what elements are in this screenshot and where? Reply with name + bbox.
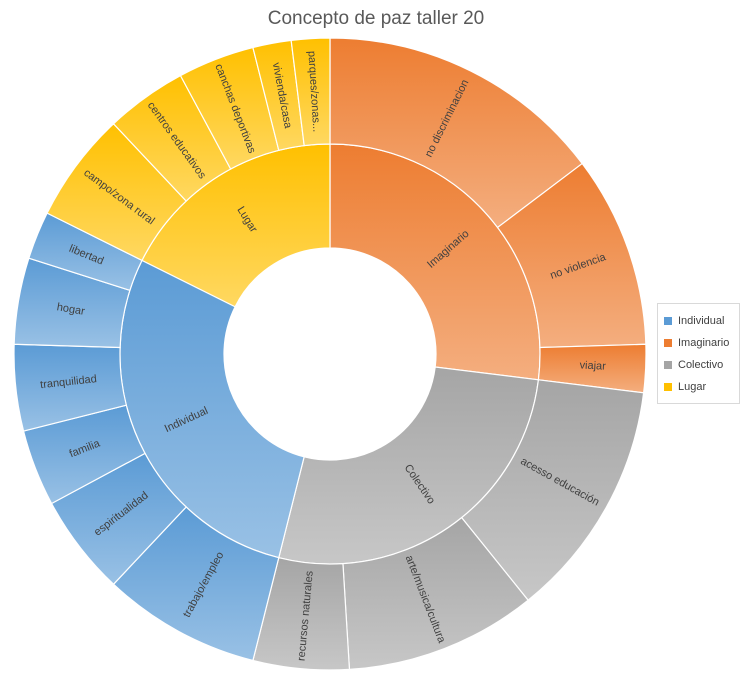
legend-label: Lugar xyxy=(678,381,707,393)
legend-item-colectivo: Colectivo xyxy=(664,354,733,376)
outer-slice-parques-zonas xyxy=(290,37,331,147)
legend-swatch xyxy=(664,383,672,391)
outer-label-hogar: hogar xyxy=(56,301,86,318)
legend-swatch xyxy=(664,339,672,347)
legend-swatch xyxy=(664,317,672,325)
inner-ring xyxy=(119,143,541,565)
legend-swatch xyxy=(664,361,672,369)
legend-item-individual: Individual xyxy=(664,310,733,332)
outer-ring xyxy=(13,37,647,671)
chart-title: Concepto de paz taller 20 xyxy=(267,8,485,29)
legend: Individual Imaginario Colectivo Lugar xyxy=(657,303,740,404)
outer-label-parques-zonas: parques/zonas... xyxy=(305,51,322,133)
legend-item-imaginario: Imaginario xyxy=(664,332,733,354)
legend-item-lugar: Lugar xyxy=(664,376,733,398)
outer-label-viajar: viajar xyxy=(579,359,606,372)
legend-label: Colectivo xyxy=(678,359,724,371)
legend-label: Individual xyxy=(678,315,725,327)
legend-label: Imaginario xyxy=(678,337,730,349)
